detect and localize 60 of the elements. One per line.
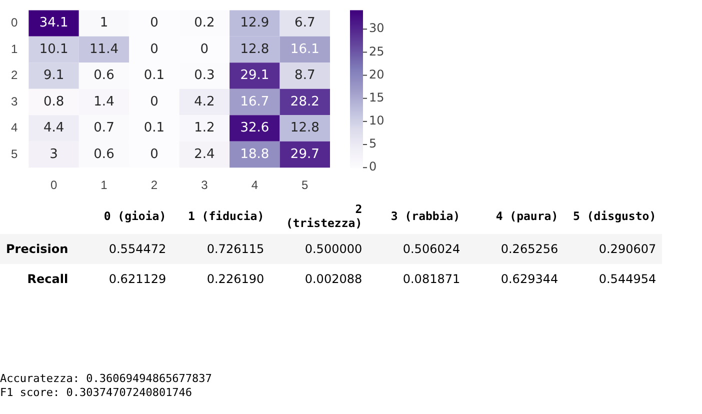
text: Precision 0.554472 0.726115 0.500000 0.506024 0.265256 0.290607 xyxy=(6,242,656,256)
data-label: 12.9 xyxy=(240,16,270,31)
data-label: 0.7 xyxy=(94,120,114,136)
data-label: 12.8 xyxy=(290,120,320,136)
data-label: 0.1 xyxy=(144,68,165,84)
data-label: 32.6 xyxy=(240,120,270,136)
text: Accuratezza: 0.36069494865677837 xyxy=(0,372,212,385)
y-tick-label: 4 xyxy=(10,120,18,135)
data-label: 0.6 xyxy=(94,68,114,84)
color-bar-label: 10 xyxy=(369,114,384,128)
data-label: 0 xyxy=(150,146,158,162)
color-bar-label: 15 xyxy=(369,90,384,104)
x-tick-label: 2 xyxy=(150,178,158,192)
data-label: 0 xyxy=(150,94,158,110)
data-label: 28.2 xyxy=(290,94,320,110)
data-label: 1 xyxy=(100,16,108,31)
color-bar-label: 20 xyxy=(369,67,384,82)
x-tick-label: 0 xyxy=(50,178,58,192)
data-label: 16.7 xyxy=(240,94,270,110)
data-label: 4.4 xyxy=(43,120,64,136)
data-label: 0 xyxy=(150,42,158,57)
data-label: 4.2 xyxy=(194,94,215,110)
color-bar-label: 0 xyxy=(369,160,377,174)
x-tick-label: 3 xyxy=(201,178,208,192)
y-tick-label: 1 xyxy=(10,42,18,56)
data-label: 0.2 xyxy=(194,16,215,31)
y-tick-label: 3 xyxy=(10,94,18,108)
data-label: 1.2 xyxy=(194,120,215,136)
data-label: 0.8 xyxy=(43,94,64,110)
color-bar-label: 30 xyxy=(369,21,384,36)
data-label: 1.4 xyxy=(94,94,114,110)
x-tick-label: 1 xyxy=(100,178,108,192)
color-bar-label: 25 xyxy=(369,44,384,58)
data-label: 2.4 xyxy=(194,146,215,162)
color-bar-label: 5 xyxy=(369,136,377,151)
data-label: 0.1 xyxy=(144,120,165,136)
y-tick-label: 0 xyxy=(10,16,18,30)
x-tick-label: 5 xyxy=(302,178,309,192)
data-label: 0.6 xyxy=(94,146,114,162)
text: Recall 0.621129 0.226190 0.002088 0.081871 0.629344 0.544954 xyxy=(27,272,656,286)
data-label: 34.1 xyxy=(39,16,68,31)
data-label: 29.1 xyxy=(240,68,270,84)
text: 0 (gioia) 1 (fiducia) 2 (tristezza) 3 (rabbia) 4 (paura) 5 (disgusto) xyxy=(104,202,656,230)
x-tick-label: 4 xyxy=(251,178,258,192)
data-label: 10.1 xyxy=(39,42,68,57)
data-label: 3 xyxy=(50,146,58,162)
data-label: 9.1 xyxy=(43,68,64,84)
y-tick-label: 5 xyxy=(10,146,18,161)
data-label: 0 xyxy=(150,16,158,31)
data-label: 18.8 xyxy=(240,146,270,162)
data-label: 8.7 xyxy=(294,68,316,84)
data-label: 6.7 xyxy=(294,16,316,31)
y-tick-label: 2 xyxy=(10,68,18,82)
data-label: 11.4 xyxy=(90,42,118,57)
data-label: 0 xyxy=(200,42,209,57)
data-label: 29.7 xyxy=(290,146,320,162)
data-label: 12.8 xyxy=(240,42,270,57)
data-label: 0.3 xyxy=(194,68,215,84)
data-label: 16.1 xyxy=(290,42,320,57)
text: F1 score: 0.30374707240801746 xyxy=(0,386,192,399)
